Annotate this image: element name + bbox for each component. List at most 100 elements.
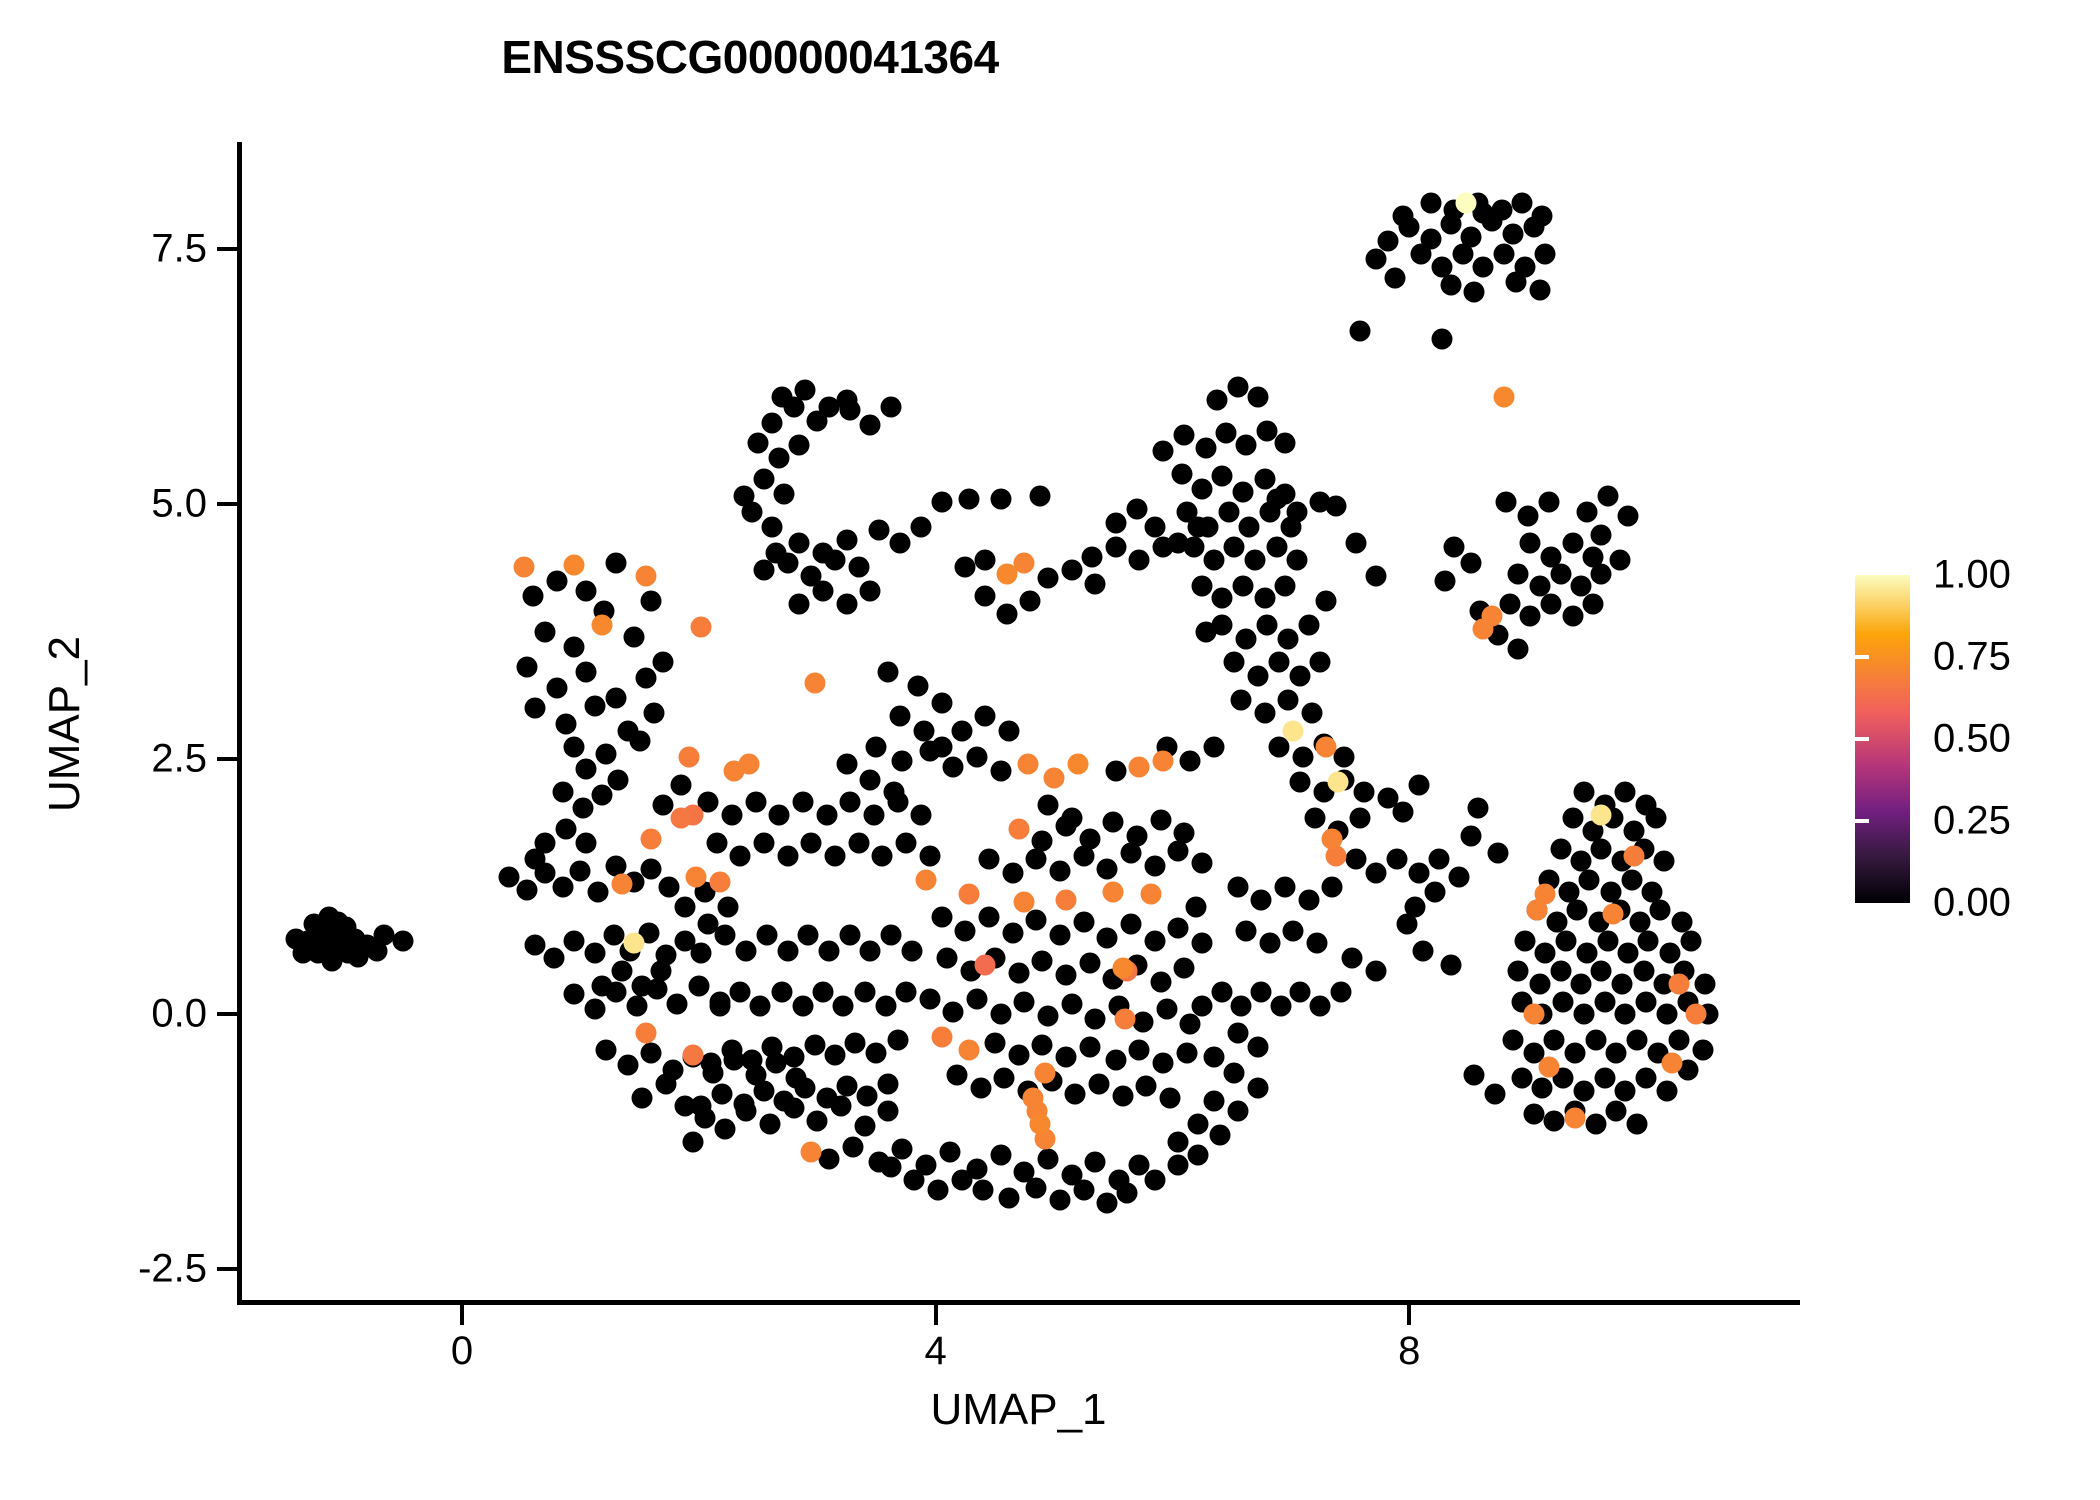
scatter-point	[1211, 587, 1233, 609]
scatter-point	[709, 995, 731, 1017]
scatter-point	[682, 1044, 704, 1066]
scatter-point	[1623, 820, 1645, 842]
scatter-point	[836, 593, 858, 615]
scatter-point	[1602, 903, 1624, 925]
scatter-point	[765, 542, 787, 564]
scatter-point	[714, 1118, 736, 1139]
legend-tick-label: 0.50	[1933, 716, 2011, 761]
scatter-point	[1531, 205, 1553, 227]
scatter-point	[1167, 1154, 1189, 1176]
scatter-point	[569, 860, 591, 882]
scatter-point	[1349, 807, 1371, 829]
scatter-point	[939, 1141, 961, 1163]
scatter-point	[1590, 960, 1612, 982]
scatter-point	[1156, 998, 1177, 1020]
scatter-point	[1061, 993, 1083, 1015]
scatter-point	[765, 1052, 787, 1074]
scatter-point	[1211, 465, 1233, 487]
scatter-point	[1626, 1113, 1648, 1135]
scatter-point	[1605, 1042, 1627, 1064]
scatter-point	[958, 883, 980, 905]
y-tick-mark	[217, 1267, 237, 1272]
scatter-point	[1511, 192, 1533, 214]
scatter-point	[1250, 889, 1272, 911]
scatter-point	[595, 1039, 617, 1061]
scatter-point	[1152, 440, 1174, 462]
scatter-point	[946, 1064, 968, 1086]
scatter-point	[1590, 524, 1612, 546]
scatter-point	[1463, 281, 1485, 303]
scatter-point	[910, 516, 932, 538]
scatter-point	[880, 396, 902, 418]
scatter-point	[1472, 256, 1494, 278]
scatter-point	[1629, 911, 1651, 933]
scatter-point	[1408, 862, 1430, 884]
scatter-point	[931, 1026, 953, 1048]
scatter-point	[1431, 256, 1453, 278]
scatter-point	[1546, 911, 1568, 933]
scatter-point	[966, 1158, 988, 1180]
scatter-point	[1120, 842, 1142, 864]
scatter-point	[1377, 787, 1399, 809]
scatter-point	[1247, 1036, 1269, 1058]
scatter-point	[889, 705, 911, 727]
x-tick-label: 8	[1398, 1329, 1421, 1373]
legend-tick-label: 0.00	[1933, 880, 2011, 925]
scatter-point	[1386, 848, 1408, 870]
scatter-point	[863, 804, 885, 826]
scatter-point	[1173, 424, 1195, 446]
scatter-point	[1179, 1013, 1201, 1035]
scatter-point	[1555, 930, 1577, 952]
scatter-point	[729, 845, 751, 867]
scatter-point	[666, 993, 688, 1015]
scatter-point	[777, 845, 799, 867]
scatter-point	[1680, 930, 1702, 952]
scatter-point	[942, 1001, 964, 1023]
scatter-point	[685, 866, 707, 888]
scatter-point	[931, 906, 953, 928]
scatter-point	[638, 922, 660, 944]
scatter-point	[1144, 855, 1166, 877]
scatter-point	[1055, 1046, 1077, 1068]
x-axis-tick-labels: 0 4 8	[237, 1305, 1800, 1375]
scatter-point	[865, 736, 887, 758]
y-tick-label: 5.0	[151, 481, 207, 526]
scatter-point	[1232, 575, 1254, 597]
scatter-point	[1353, 781, 1375, 803]
scatter-point	[771, 386, 793, 408]
scatter-point	[1187, 516, 1209, 538]
scatter-point	[1562, 605, 1584, 627]
scatter-point	[1191, 852, 1213, 874]
scatter-point	[1049, 924, 1071, 946]
scatter-point	[1534, 942, 1556, 964]
scatter-point	[1289, 771, 1311, 793]
scatter-point	[1013, 891, 1035, 913]
scatter-point	[1159, 1087, 1181, 1109]
scatter-point	[1540, 546, 1562, 568]
scatter-point	[1105, 512, 1127, 534]
scatter-point	[842, 1136, 864, 1158]
scatter-point	[1440, 954, 1462, 976]
scatter-point	[1341, 947, 1363, 969]
scatter-point	[1140, 883, 1162, 905]
scatter-point	[1570, 850, 1592, 872]
scatter-point	[984, 1032, 1006, 1054]
scatter-point	[575, 758, 597, 780]
scatter-point	[1562, 807, 1584, 829]
scatter-point	[1096, 858, 1118, 880]
scatter-point	[761, 412, 783, 434]
scatter-point	[972, 1179, 994, 1201]
scatter-point	[761, 1036, 783, 1058]
scatter-point	[1088, 1073, 1110, 1095]
scatter-point	[818, 396, 840, 418]
y-tick-label: 7.5	[151, 226, 207, 271]
scatter-point	[1227, 1100, 1249, 1122]
scatter-point	[1126, 498, 1148, 520]
x-tick-label: 0	[450, 1329, 474, 1373]
scatter-point	[773, 1090, 795, 1112]
scatter-point	[640, 858, 662, 880]
scatter-point	[1128, 1154, 1150, 1176]
scatter-point	[1455, 192, 1477, 214]
scatter-point	[591, 975, 613, 997]
scatter-point	[498, 866, 520, 888]
